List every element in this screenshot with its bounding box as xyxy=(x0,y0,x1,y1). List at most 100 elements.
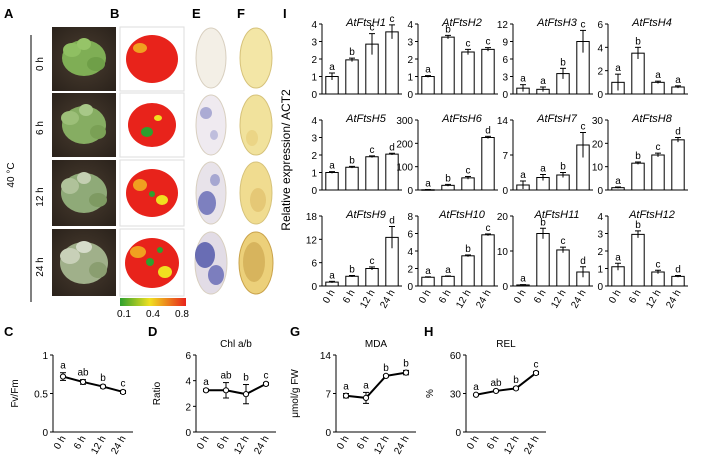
panel-d-data-point xyxy=(222,387,230,394)
panel-c-sig-label: ab xyxy=(77,368,89,379)
time-label-0h: 0 h xyxy=(35,57,46,71)
ftsh10-ytick-label: 0 xyxy=(407,282,413,293)
ftsh12-xtick-label: 6 h xyxy=(627,288,643,306)
ftsh2-sig-label: c xyxy=(486,37,491,48)
ftsh4-bar xyxy=(651,81,665,95)
ftsh3-ytick-label: 12 xyxy=(497,20,509,31)
ftsh3-sig-label: a xyxy=(520,74,526,85)
ftsh4-ytick-label: 2 xyxy=(597,67,603,78)
panel-g-sig-label: b xyxy=(383,363,389,374)
ftsh1-bar xyxy=(385,31,399,95)
ftsh5-ytick-label: 1 xyxy=(311,169,317,180)
panel-h-ytick-label: 60 xyxy=(450,351,462,362)
panel-label-i: I xyxy=(283,6,287,21)
panel-label-b: B xyxy=(110,6,119,21)
panel-c-xtick-label: 24 h xyxy=(109,434,128,456)
ftsh2-sig-label: b xyxy=(445,24,451,35)
ftsh10-sig-label: b xyxy=(465,244,471,255)
ftsh11-sig-label: a xyxy=(520,274,526,285)
ftsh1-ytick-label: 3 xyxy=(311,38,317,49)
panel-h-ytick-label: 0 xyxy=(455,428,461,439)
ftsh2-bar xyxy=(481,48,495,95)
plant-photo-6h xyxy=(52,93,116,157)
panel-g-data-point xyxy=(342,392,350,399)
panel-g-y-axis-label: μmol/g FW xyxy=(290,369,301,418)
panel-g-ytick-label: 0 xyxy=(325,428,331,439)
ftsh7-sig-label: a xyxy=(520,170,526,181)
panel-g-sig-label: b xyxy=(403,358,409,369)
panel-d-y-axis-label: Ratio xyxy=(152,381,163,405)
panel-d-series-line xyxy=(206,382,267,396)
ftsh10-xtick-label: 6 h xyxy=(437,288,453,306)
ftsh8-bar xyxy=(651,154,665,191)
ftsh5-bar xyxy=(345,166,359,191)
panel-g-xtick-label: 24 h xyxy=(392,434,411,456)
ftsh6-ytick-label: 100 xyxy=(396,163,413,174)
panel-h-ytick-label: 30 xyxy=(450,390,462,401)
ftsh1-sig-label: b xyxy=(349,47,355,58)
ftsh10-sig-label: a xyxy=(425,266,431,277)
ftsh8-sig-label: c xyxy=(656,142,661,153)
panel-label-h: H xyxy=(424,324,433,339)
ftsh11-sig-label: c xyxy=(561,236,566,247)
panel-g-series-line xyxy=(345,371,407,399)
ftsh12-sig-label: c xyxy=(656,259,661,270)
panel-d-xtick-label: 24 h xyxy=(252,434,271,456)
ftsh11-xtick-label: 6 h xyxy=(532,288,548,306)
ftsh4-sig-label: a xyxy=(655,70,661,81)
panel-c-data-point xyxy=(79,378,87,386)
plant-photo-24h xyxy=(52,229,116,296)
plant-photo-0h xyxy=(52,27,116,91)
ftsh12-sig-label: a xyxy=(615,252,621,263)
panel-c-data-point xyxy=(99,383,107,390)
ftsh2-sig-label: a xyxy=(425,65,431,76)
panel-d-title: Chl a/b xyxy=(220,339,252,350)
ftsh8-ytick-label: 10 xyxy=(592,163,604,174)
ftsh7-sig-label: b xyxy=(560,162,566,173)
panel-c-sig-label: c xyxy=(121,378,126,389)
ftsh1-title: AtFtsH1 xyxy=(345,17,386,29)
panel-c-series-line xyxy=(62,375,124,393)
ftsh7-sig-label: a xyxy=(540,164,546,175)
plant-photo-12h xyxy=(52,160,116,226)
ftsh2-ytick-label: 1 xyxy=(407,73,413,84)
ftsh11-xtick-label: 12 h xyxy=(549,288,568,310)
ftsh12-bar xyxy=(671,275,685,287)
colorbar-tick-low: 0.1 xyxy=(117,309,131,320)
panel-h-xtick-label: 24 h xyxy=(522,434,541,456)
ftsh6-sig-label: a xyxy=(425,179,431,190)
ftsh12-xtick-label: 24 h xyxy=(664,288,683,310)
ftsh11-bar xyxy=(556,249,570,287)
dab-leaf-12h xyxy=(239,161,273,225)
panel-g-xtick-label: 12 h xyxy=(372,434,391,456)
panel-h-y-axis-label: % xyxy=(425,389,436,398)
ftsh3-sig-label: b xyxy=(560,57,566,68)
ftsh11-sig-label: b xyxy=(540,217,546,228)
nbt-leaf-0h xyxy=(195,27,227,89)
ftsh12-title: AtFtsH12 xyxy=(628,209,675,221)
panel-c-xtick-label: 12 h xyxy=(89,434,108,456)
ftsh9-xtick-label: 0 h xyxy=(321,288,337,306)
ftsh12-ytick-label: 3 xyxy=(597,230,603,241)
time-label-12h: 12 h xyxy=(35,187,46,206)
panel-h-sig-label: a xyxy=(473,382,479,393)
ftsh10-ytick-label: 2 xyxy=(407,265,413,276)
ftsh1-ytick-label: 0 xyxy=(311,90,317,101)
fvfm-image-24h xyxy=(119,228,185,297)
ftsh2-ytick-label: 3 xyxy=(407,38,413,49)
ftsh5-ytick-label: 0 xyxy=(311,186,317,197)
ftsh9-xtick-label: 12 h xyxy=(358,288,377,310)
ftsh9-title: AtFtsH9 xyxy=(345,209,386,221)
ftsh12-ytick-label: 4 xyxy=(597,212,603,223)
ftsh6-sig-label: c xyxy=(466,165,471,176)
ftsh4-sig-label: a xyxy=(615,63,621,74)
ftsh10-ytick-label: 8 xyxy=(407,212,413,223)
ftsh10-bar xyxy=(461,255,475,287)
dab-leaf-6h xyxy=(239,94,273,156)
ftsh6-ytick-label: 300 xyxy=(396,116,413,127)
ftsh6-sig-label: b xyxy=(445,173,451,184)
panel-label-d: D xyxy=(148,324,157,339)
ftsh4-bar xyxy=(631,52,645,95)
ftsh3-ytick-label: 3 xyxy=(502,73,508,84)
panel-d-sig-label: b xyxy=(243,373,249,384)
